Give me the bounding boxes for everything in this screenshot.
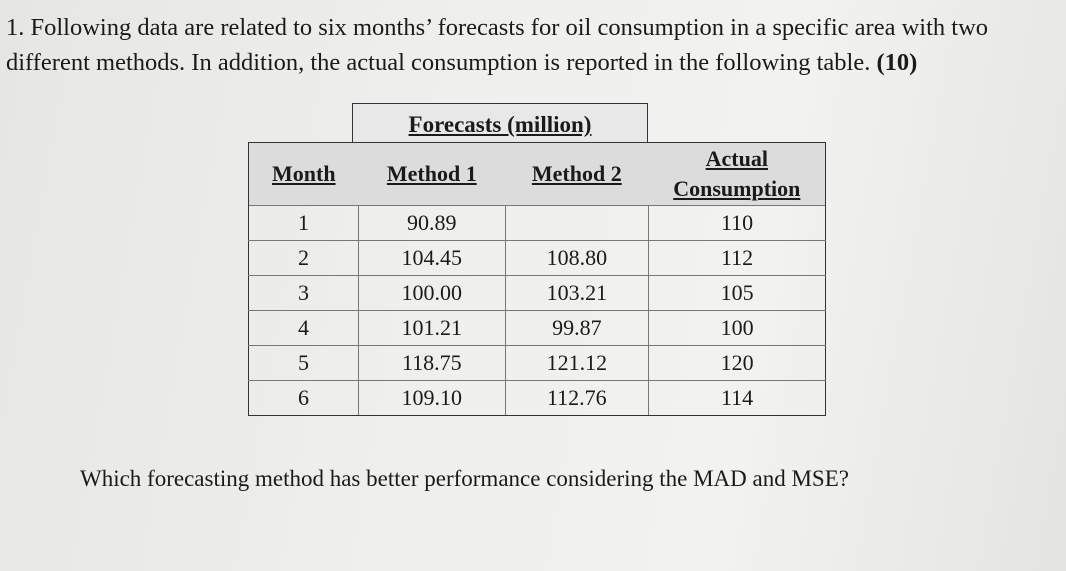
header-row: Month Method 1 Method 2 Actual Consumption xyxy=(247,142,826,206)
table-cell: 100 xyxy=(648,310,826,346)
column-header-text: Method 1 xyxy=(386,161,477,186)
table-cell xyxy=(504,205,650,241)
table-row: 4 101.21 99.87 100 xyxy=(247,310,826,346)
table-cell: 103.21 xyxy=(504,275,650,311)
group-header-text: Forecasts (million) xyxy=(408,112,592,137)
table-cell: 105 xyxy=(648,275,826,311)
table-body: 1 90.89 110 2 104.45 108.80 112 3 100.00 103.21 10… xyxy=(247,205,826,416)
table-cell: 100.00 xyxy=(358,275,506,311)
table-cell: 112 xyxy=(648,240,826,276)
table-row: 5 118.75 121.12 120 xyxy=(247,345,826,381)
table-row: 2 104.45 108.80 112 xyxy=(247,240,826,276)
column-header-text: Method 2 xyxy=(531,161,622,186)
table-cell: 90.89 xyxy=(358,205,506,241)
table-cell: 118.75 xyxy=(358,345,506,381)
table-cell: 5 xyxy=(247,345,360,381)
column-header-text: Actual Consumption xyxy=(673,146,801,201)
column-header: Method 2 xyxy=(505,142,649,206)
table-cell: 109.10 xyxy=(358,380,506,416)
question-marks: (10) xyxy=(876,49,918,76)
data-table: Month Method 1 Method 2 Actual Consumption … xyxy=(247,142,826,416)
table-cell: 114 xyxy=(648,380,826,416)
table-cell: 120 xyxy=(648,345,826,381)
column-header: Month xyxy=(247,142,359,206)
table-cell: 1 xyxy=(247,205,360,241)
table-cell: 110 xyxy=(648,205,826,241)
table-cell: 3 xyxy=(247,275,360,311)
followup-question: Which forecasting method has better perf… xyxy=(80,466,849,491)
table-cell: 108.80 xyxy=(504,240,650,276)
table-row: 1 90.89 110 xyxy=(247,205,826,241)
table-row: 6 109.10 112.76 114 xyxy=(247,380,826,416)
table-cell: 101.21 xyxy=(358,310,506,346)
table-cell: 6 xyxy=(247,380,360,416)
column-header: Method 1 xyxy=(358,142,505,206)
table-cell: 2 xyxy=(247,240,360,276)
table-row: 3 100.00 103.21 105 xyxy=(247,275,826,311)
question: 1. Following data are related to six mon… xyxy=(6,10,1066,80)
column-header: Actual Consumption xyxy=(648,142,826,206)
table-cell: 104.45 xyxy=(358,240,506,276)
table-cell: 112.76 xyxy=(504,380,650,416)
table-cell: 99.87 xyxy=(504,310,650,346)
table-cell: 4 xyxy=(247,310,360,346)
table-cell: 121.12 xyxy=(504,345,650,381)
column-header-text: Month xyxy=(272,161,336,186)
group-header: Forecasts (million) xyxy=(352,103,648,142)
question-text: 1. Following data are related to six mon… xyxy=(6,14,989,76)
